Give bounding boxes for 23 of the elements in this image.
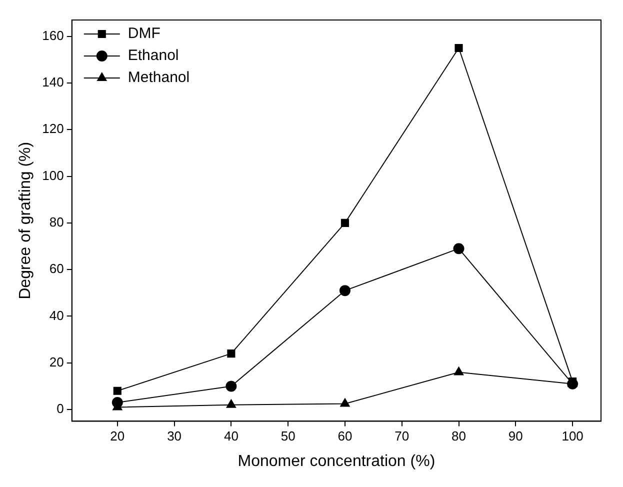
legend-label: Methanol <box>128 69 190 86</box>
y-tick-label: 120 <box>42 121 64 136</box>
legend-label: DMF <box>128 25 160 42</box>
y-tick-label: 100 <box>42 168 64 183</box>
y-tick-label: 160 <box>42 28 64 43</box>
y-tick-label: 0 <box>56 401 64 416</box>
x-tick-label: 40 <box>224 428 238 444</box>
x-tick-label: 70 <box>394 428 410 444</box>
y-tick-label: 80 <box>49 214 64 230</box>
y-tick-label: 20 <box>49 354 64 370</box>
x-tick-label: 60 <box>338 428 352 444</box>
x-axis-title: Monomer concentration (%) <box>238 452 436 470</box>
y-tick-label: 40 <box>49 308 64 323</box>
y-axis-title: Degree of grafting (%) <box>17 142 34 300</box>
x-tick-label: 100 <box>562 428 584 444</box>
x-tick-label: 30 <box>167 428 182 444</box>
x-tick-label: 20 <box>110 428 125 444</box>
legend-label: Ethanol <box>128 47 179 64</box>
x-tick-label: 80 <box>452 428 466 444</box>
x-tick-label: 90 <box>508 428 523 444</box>
x-tick-label: 50 <box>280 428 296 444</box>
y-tick-label: 140 <box>42 74 64 90</box>
y-tick-label: 60 <box>49 261 64 276</box>
